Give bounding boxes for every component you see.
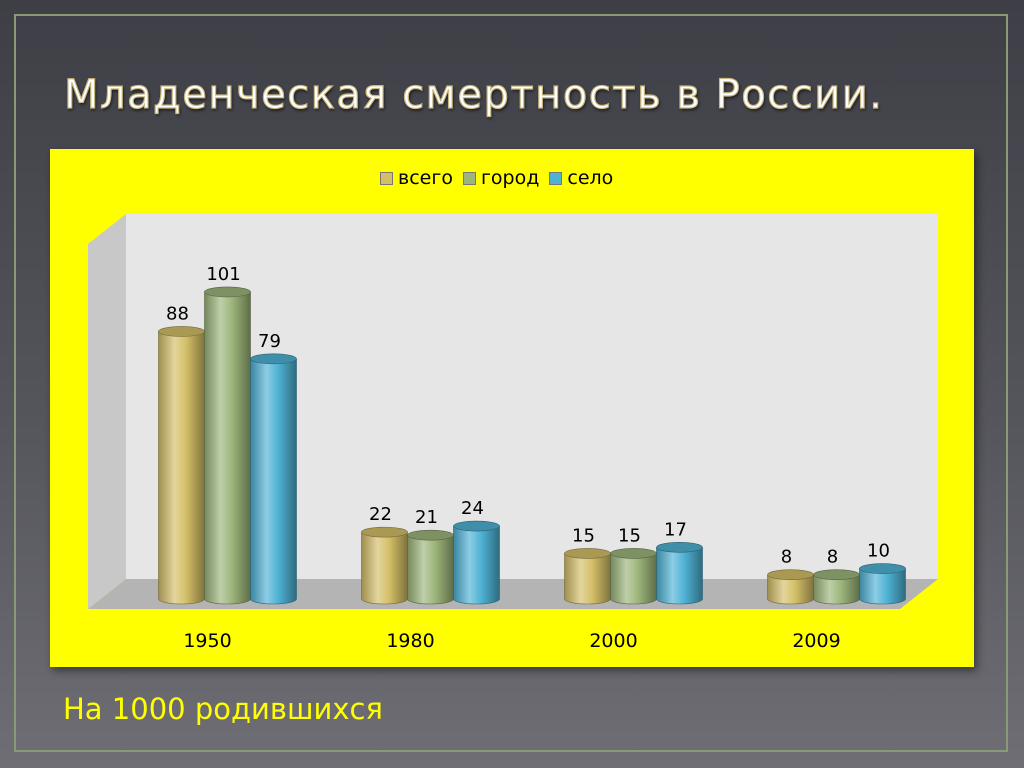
data-label-2000-2: 17 <box>664 519 687 540</box>
x-tick-label-1950: 1950 <box>183 630 231 652</box>
bar-top-2000-2 <box>656 542 703 553</box>
data-label-1950-0: 88 <box>166 303 189 324</box>
x-tick-label-2000: 2000 <box>589 630 637 652</box>
bar-top-1950-2 <box>250 353 297 365</box>
legend-label-vsego: всего <box>398 167 453 189</box>
legend-item-vsego: всего <box>380 167 453 189</box>
legend-item-gorod: город <box>462 167 540 189</box>
bar-1950-1 <box>204 291 251 605</box>
data-label-1950-2: 79 <box>258 331 281 352</box>
chart-side-wall <box>88 214 126 609</box>
data-label-2009-2: 10 <box>867 541 890 562</box>
chart-legend: всего город село <box>380 165 613 191</box>
bar-2000-1 <box>610 553 657 605</box>
x-tick-label-1980: 1980 <box>386 630 434 652</box>
legend-swatch-gorod <box>462 171 476 185</box>
data-label-1980-1: 21 <box>415 507 438 528</box>
data-label-2009-1: 8 <box>827 547 838 568</box>
slide-title: Младенческая смертность в России. <box>63 71 884 118</box>
data-label-2000-1: 15 <box>618 525 641 546</box>
bar-2000-0 <box>564 553 611 605</box>
x-tick-label-2009: 2009 <box>792 630 840 652</box>
bar-1950-0 <box>158 331 205 605</box>
bar-top-2009-2 <box>859 563 906 574</box>
legend-swatch-vsego <box>380 171 393 185</box>
chart-floor <box>88 579 938 609</box>
legend-item-selo: село <box>549 167 613 189</box>
bar-top-1980-1 <box>407 529 454 541</box>
bar-top-1950-1 <box>204 286 251 298</box>
bar-top-1950-0 <box>158 326 205 337</box>
chart-panel: всего город село 88 101 79 1950 22 21 24 1980 15… <box>50 149 974 667</box>
bar-1980-2 <box>453 525 500 605</box>
caption-per-1000-births: На 1000 родившихся <box>63 692 383 726</box>
legend-label-selo: село <box>567 167 614 189</box>
bar-1980-0 <box>361 531 408 605</box>
data-label-1950-1: 101 <box>206 264 240 285</box>
bar-top-2009-0 <box>767 569 814 580</box>
bar-2000-2 <box>656 547 703 605</box>
data-label-2009-0: 8 <box>781 547 792 568</box>
bar-2009-0 <box>767 574 814 605</box>
bar-top-2000-0 <box>564 548 611 559</box>
bar-top-2000-1 <box>610 548 657 559</box>
legend-label-gorod: город <box>480 167 540 189</box>
data-label-2000-0: 15 <box>572 525 595 546</box>
data-label-1980-2: 24 <box>461 498 484 519</box>
bar-1950-2 <box>250 358 297 605</box>
bar-2009-2 <box>859 568 906 605</box>
bar-top-2009-1 <box>813 569 860 580</box>
bar-top-1980-0 <box>361 526 408 538</box>
data-label-1980-0: 22 <box>369 504 392 525</box>
bar-2009-1 <box>813 574 860 605</box>
legend-swatch-selo <box>549 171 563 185</box>
bar-1980-1 <box>407 534 454 605</box>
slide-frame <box>14 14 1008 752</box>
bar-top-1980-2 <box>453 520 500 532</box>
